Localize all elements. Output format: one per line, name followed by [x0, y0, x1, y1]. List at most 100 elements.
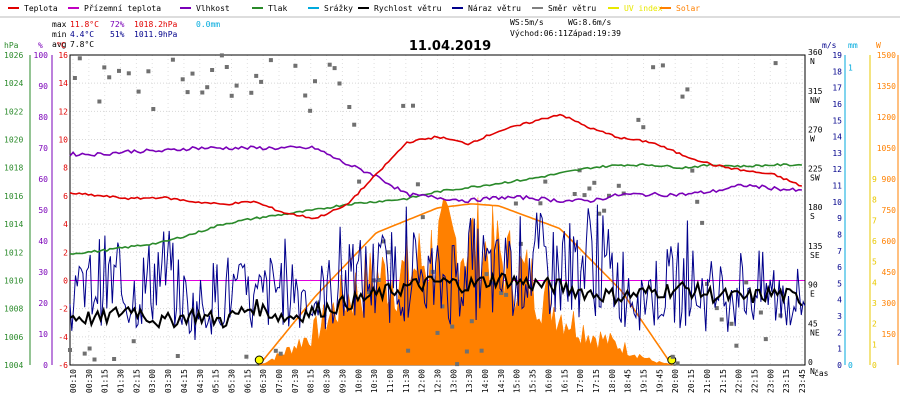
tick-time-11: 06:15 [243, 369, 252, 393]
tick-humidity-10: 100 [34, 51, 49, 60]
series-direction-point [200, 90, 205, 95]
series-direction-point [107, 75, 112, 80]
stat-min-label: min [52, 30, 67, 39]
tick-time-14: 07:30 [291, 369, 300, 393]
tick-solar-9: 1350 [877, 82, 896, 91]
tick-pressure-11: 1026 [4, 51, 23, 60]
tick-time-22: 12:00 [418, 369, 427, 393]
series-direction-point [210, 68, 215, 72]
info-sunrise: Východ:06:11 [510, 29, 568, 38]
series-direction-point [234, 83, 239, 88]
tick-time-33: 17:15 [592, 369, 601, 393]
series-direction-point [660, 63, 665, 68]
series-wind-gust [69, 204, 806, 341]
series-direction-point [190, 71, 195, 76]
tick-temp-4: 2 [63, 248, 68, 257]
axis-unit-rain: mm [848, 41, 858, 50]
tick-dir-label-3: SE [810, 251, 820, 260]
series-direction-point [303, 93, 308, 98]
tick-humidity-3: 30 [38, 268, 48, 277]
tick-time-0: 00:10 [69, 369, 78, 393]
series-direction-point [455, 362, 460, 367]
series-direction-point [180, 77, 185, 82]
tick-wind-0: 0 [837, 361, 842, 370]
tick-humidity-8: 80 [38, 113, 48, 122]
legend-label-6: Náraz větru [468, 4, 521, 13]
tick-dir-5: 225 [808, 164, 823, 173]
series-direction-point [597, 211, 602, 216]
series-direction-point [538, 201, 543, 206]
series-direction-point [744, 280, 749, 285]
tick-uv-8: 8 [872, 196, 877, 205]
series-direction-point [690, 168, 695, 173]
tick-temp-6: 6 [63, 192, 68, 201]
tick-wind-13: 13 [832, 149, 842, 158]
tick-uv-4: 4 [872, 278, 877, 287]
axis-unit-humidity: % [38, 41, 43, 50]
tick-wind-10: 10 [832, 198, 842, 207]
series-direction-point [259, 79, 264, 84]
series-direction-point [572, 192, 577, 196]
series-direction-point [406, 348, 411, 353]
legend-label-8: UV index [624, 4, 663, 13]
tick-pressure-8: 1020 [4, 136, 23, 145]
tick-pressure-0: 1004 [4, 361, 23, 370]
tick-temp-5: 4 [63, 220, 68, 229]
series-direction-point [347, 105, 352, 109]
legend-label-3: Tlak [268, 4, 287, 13]
series-direction-point [592, 180, 597, 185]
series-direction-point [72, 76, 77, 80]
legend-bar [0, 0, 900, 17]
stat-max-rain: 0.0mm [196, 20, 220, 29]
tick-time-30: 16:00 [544, 369, 553, 393]
series-direction-point [229, 93, 234, 98]
tick-dir-label-2: E [810, 290, 815, 299]
tick-time-36: 19:15 [640, 369, 649, 393]
series-direction-point [714, 306, 719, 311]
series-direction-point [313, 79, 317, 84]
tick-wind-12: 12 [832, 165, 842, 174]
series-direction-point [763, 337, 768, 342]
axis-unit-temperature: °C [56, 41, 66, 50]
series-direction-point [185, 90, 190, 95]
series-direction-point [77, 56, 82, 61]
series-direction-point [734, 343, 739, 348]
tick-uv-0: 0 [872, 361, 877, 370]
series-direction-point [499, 291, 504, 295]
series-pressure [69, 162, 803, 255]
tick-time-38: 20:00 [671, 369, 680, 393]
tick-temp-0: -6 [58, 361, 68, 370]
legend-label-7: Směr větru [548, 4, 596, 13]
legend-label-1: Přízemní teplota [84, 4, 161, 13]
tick-uv-9: 9 [872, 175, 877, 184]
series-direction-point [479, 348, 484, 353]
tick-dir-label-4: S [810, 212, 815, 221]
series-direction-point [440, 304, 445, 309]
series-direction-point [670, 354, 675, 359]
tick-humidity-1: 10 [38, 330, 48, 339]
series-direction-point [587, 186, 592, 191]
legend-label-4: Srážky [324, 4, 353, 13]
tick-time-6: 03:30 [164, 369, 173, 393]
series-direction-point [582, 193, 587, 198]
series-direction-point [513, 201, 518, 206]
tick-time-29: 15:35 [529, 369, 538, 393]
tick-wind-6: 6 [837, 263, 842, 272]
stat-avg-label: avg [52, 40, 67, 49]
series-direction-point [97, 99, 102, 104]
tick-time-28: 15:00 [513, 369, 522, 393]
series-direction-point [411, 103, 415, 108]
tick-wind-3: 3 [837, 312, 842, 321]
series-direction-point [376, 278, 381, 282]
series-direction-point [117, 68, 121, 73]
tick-time-17: 09:30 [338, 369, 347, 393]
series-direction-point [244, 354, 249, 359]
series-direction-point [381, 239, 386, 244]
marker-sunrise [254, 355, 264, 365]
series-direction-point [151, 107, 156, 111]
tick-time-32: 17:00 [576, 369, 585, 393]
series-direction-point [146, 69, 151, 74]
series-direction-point [695, 199, 700, 204]
tick-time-45: 23:15 [782, 369, 791, 393]
tick-solar-7: 1050 [877, 144, 896, 153]
